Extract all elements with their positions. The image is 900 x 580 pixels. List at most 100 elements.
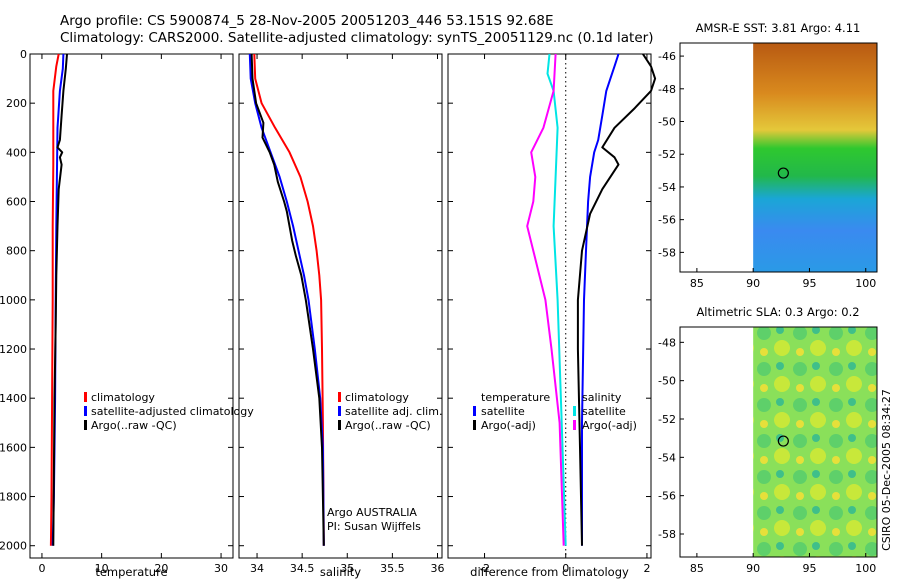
legend-swatch-sal-argo [573,420,576,430]
salinity-legend: climatology satellite adj. clim. Argo(..… [327,391,442,533]
x-tick-label: 0 [562,562,569,575]
series-line-climatology [253,53,325,546]
x-axis-label: temperature [95,565,167,579]
map-x-tick-label: 95 [802,562,816,575]
y-tick-label: 200 [6,97,27,110]
legend-label-sal-argo: Argo(-adj) [582,419,637,432]
series-line-argo-raw-qc [250,53,325,546]
argo-agency-label: Argo AUSTRALIA [327,506,417,519]
legend-label-climatology: climatology [345,391,409,404]
y-tick-label: 1400 [0,392,27,405]
y-tick-label: 600 [6,196,27,209]
series-line-salinity-satellite [546,53,567,546]
x-tick-label: 34.5 [290,562,315,575]
map-frame [679,326,878,558]
y-tick-label: 1200 [0,343,27,356]
legend-swatch-satellite [338,406,341,416]
legend-label-climatology: climatology [91,391,155,404]
x-tick-label: 2 [643,562,650,575]
x-axis-label: difference from climatology [470,565,629,579]
axes-frame [447,53,652,559]
y-tick-label: 1000 [0,294,27,307]
axes-frame [29,53,234,559]
x-tick-label: 20 [154,562,168,575]
map-y-tick-label: -56 [658,490,676,503]
legend-swatch-argo [338,420,341,430]
sst-map-panel: AMSR-E SST: 3.81 Argo: 4.11 85 90 95 100 -46… [658,21,878,290]
title-line-2: Climatology: CARS2000. Satellite-adjuste… [60,30,653,46]
y-tick-label: 2000 [0,540,27,553]
map-y-tick-label: -58 [658,528,676,541]
series-line-climatology [49,53,60,546]
legend-swatch-argo [84,420,87,430]
series-line-salinity-argo-adj [526,53,565,546]
sla-map-title: Altimetric SLA: 0.3 Argo: 0.2 [696,305,859,319]
argo-position-marker [777,435,789,447]
map-x-tick-label: 90 [746,562,760,575]
map-y-tick-label: -54 [658,181,676,194]
legend-label-satellite: satellite-adjusted climatology [91,405,254,418]
y-tick-label: 1800 [0,491,27,504]
map-y-tick-label: -58 [658,246,676,259]
map-y-tick-label: -52 [658,413,676,426]
legend-swatch-climatology [84,392,87,402]
legend-swatch-temp-argo [473,420,476,430]
series-line-satellite-adj-clim [248,53,325,546]
y-tick-label: 400 [6,146,27,159]
map-x-tick-label: 90 [746,277,760,290]
legend-heading-salinity: salinity [582,391,622,404]
axes-frame [238,53,443,559]
map-y-tick-label: -50 [658,375,676,388]
map-y-tick-label: -52 [658,148,676,161]
title-line-1: Argo profile: CS 5900874_5 28-Nov-2005 2… [60,13,554,29]
legend-label-temp-argo: Argo(-adj) [481,419,536,432]
sla-field [753,327,877,557]
map-x-tick-label: 100 [855,277,876,290]
legend-swatch-sal-satellite [573,406,576,416]
series-line-temperature-satellite [581,53,620,546]
sla-map-axes: 85 90 95 100 -48 -50 -52 -54 -56 -58 [658,326,878,575]
legend-heading-temperature: temperature [481,391,550,404]
legend-label-sal-satellite: satellite [582,405,626,418]
sla-map-panel: Altimetric SLA: 0.3 Argo: 0.2 85 90 95 100 -… [658,305,878,575]
legend-label-temp-satellite: satellite [481,405,525,418]
x-tick-label: 36 [430,562,444,575]
map-y-tick-label: -50 [658,116,676,129]
map-y-tick-label: -48 [658,83,676,96]
map-x-tick-label: 95 [802,277,816,290]
x-axis-label: salinity [320,565,361,579]
legend-swatch-climatology [338,392,341,402]
x-tick-label: 0 [38,562,45,575]
y-tick-label: 1600 [0,441,27,454]
difference-legend: temperature satellite Argo(-adj) salinit… [473,391,637,432]
x-tick-label: 10 [95,562,109,575]
map-y-tick-label: -54 [658,451,676,464]
sst-map-axes: 85 90 95 100 -46 -48 -50 -52 -54 -56 -58 [658,42,878,290]
map-x-tick-label: 85 [690,277,704,290]
map-x-tick-label: 100 [855,562,876,575]
argo-position-marker [777,167,789,179]
argo-pi-label: PI: Susan Wijffels [327,520,421,533]
temperature-panel: 0 10 20 30 0 200 400 600 800 1000 1200 1400 1600 1800… [0,48,234,579]
temperature-legend: climatology satellite-adjusted climatolo… [84,391,254,432]
legend-label-argo: Argo(..raw -QC) [345,419,431,432]
x-tick-label: 35 [340,562,354,575]
sst-map-title: AMSR-E SST: 3.81 Argo: 4.11 [696,21,861,35]
legend-label-satellite: satellite adj. clim. [345,405,442,418]
x-tick-label: 30 [214,562,228,575]
x-tick-label: 35.5 [380,562,405,575]
map-x-tick-label: 85 [690,562,704,575]
legend-swatch-temp-satellite [473,406,476,416]
map-y-tick-label: -46 [658,50,676,63]
difference-panel: -2 0 2 difference from climatology [447,53,657,579]
x-tick-label: -2 [479,562,490,575]
legend-label-argo: Argo(..raw -QC) [91,419,177,432]
salinity-panel: 34 34.5 35 35.5 36 salinity [238,53,444,579]
sst-field [753,43,877,272]
x-tick-label: 34 [250,562,264,575]
series-line-argo-raw-qc [52,53,68,546]
map-frame [679,42,878,273]
y-tick-label: 800 [6,245,27,258]
legend-swatch-satellite [84,406,87,416]
